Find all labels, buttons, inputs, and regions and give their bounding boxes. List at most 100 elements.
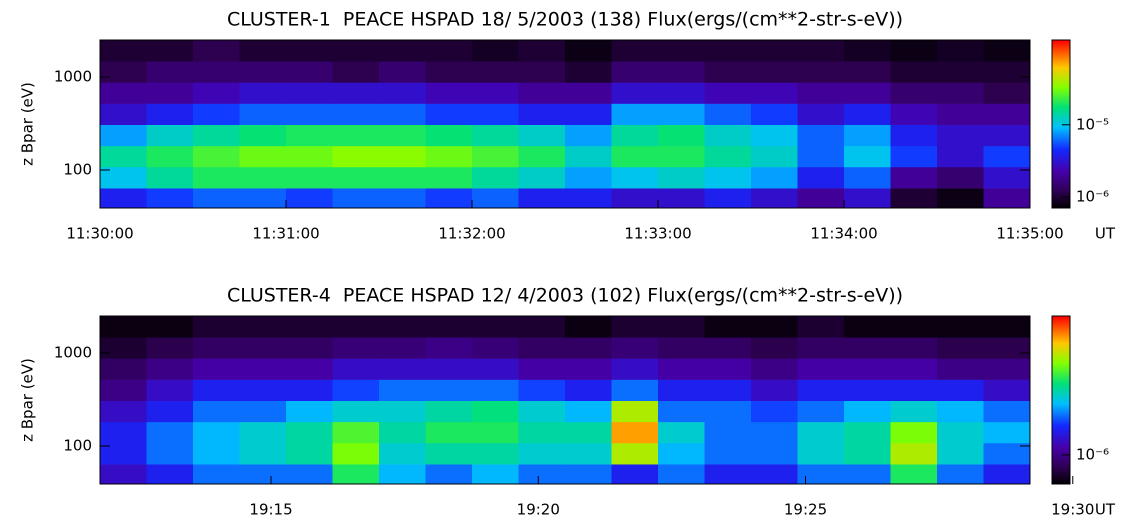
heatmap-cell (193, 421, 240, 444)
colorbar-step (1052, 316, 1070, 319)
colorbar-step (1052, 350, 1070, 353)
heatmap-cell (658, 464, 705, 485)
colorbar-step (1052, 188, 1070, 191)
heatmap-cell (751, 421, 798, 444)
colorbar-step (1052, 124, 1070, 127)
heatmap-cell (425, 124, 473, 147)
colorbar-step (1052, 50, 1070, 53)
heatmap-cell (239, 166, 287, 189)
x-tick-label: 11:35:00 (996, 225, 1063, 243)
heatmap-cells (100, 316, 1031, 485)
heatmap-cell (658, 145, 705, 168)
heatmap-cell (751, 337, 798, 359)
heatmap-cell (983, 145, 1031, 168)
heatmap-cell (890, 166, 938, 189)
colorbar-step (1052, 106, 1070, 109)
colorbar-step (1052, 168, 1070, 171)
colorbar-step (1052, 404, 1070, 407)
heatmap-cell (797, 400, 845, 423)
colorbar-step (1052, 180, 1070, 183)
colorbar-step (1052, 324, 1070, 327)
heatmap-cell (890, 82, 938, 104)
colorbar-step (1052, 196, 1070, 199)
heatmap-cell (937, 166, 984, 189)
x-tick-label: 19:15 (249, 501, 292, 519)
colorbar-step (1052, 452, 1070, 455)
heatmap-cell (751, 82, 798, 104)
heatmap-cell (751, 464, 798, 485)
heatmap-cell (937, 400, 984, 423)
heatmap-cell (565, 82, 612, 104)
heatmap-cell (611, 358, 659, 380)
heatmap-cell (239, 464, 287, 485)
heatmap-cell (937, 464, 984, 485)
heatmap-cell (146, 166, 194, 189)
heatmap-cell (890, 124, 938, 147)
heatmap-cell (146, 40, 194, 62)
heatmap-cell (239, 82, 287, 104)
heatmap-cell (751, 358, 798, 380)
colorbar-step (1052, 108, 1070, 111)
colorbar-step (1052, 334, 1070, 337)
heatmap-cell (844, 316, 891, 338)
colorbar-step (1052, 120, 1070, 123)
heatmap-cell (379, 421, 426, 444)
colorbar-step (1052, 72, 1070, 75)
heatmap-cell (472, 442, 519, 465)
heatmap-cell (565, 188, 612, 209)
heatmap-cell (472, 379, 519, 402)
colorbar-step (1052, 374, 1070, 377)
heatmap-cell (239, 124, 287, 147)
heatmap-cell (611, 421, 659, 444)
heatmap-cell (146, 188, 194, 209)
heatmap-cell (100, 337, 147, 359)
heatmap-cell (565, 400, 612, 423)
heatmap-cell (797, 337, 845, 359)
heatmap-cell (983, 103, 1031, 126)
heatmap-cell (518, 103, 566, 126)
heatmap-cell (611, 82, 659, 104)
heatmap-cell (100, 316, 147, 338)
colorbar-step (1052, 380, 1070, 383)
heatmap-cell (239, 316, 287, 338)
colorbar-step (1052, 384, 1070, 387)
heatmap-cell (239, 421, 287, 444)
heatmap-cell (751, 188, 798, 209)
heatmap-cell (704, 379, 752, 402)
colorbar-step (1052, 118, 1070, 121)
heatmap-cell (379, 103, 426, 126)
colorbar-step (1052, 368, 1070, 371)
colorbar-step (1052, 132, 1070, 135)
colorbar-step (1052, 332, 1070, 335)
heatmap-cell (379, 145, 426, 168)
heatmap-cell (797, 358, 845, 380)
heatmap-cell (518, 40, 566, 62)
colorbar-tick-label: 10⁻⁶ (1076, 187, 1109, 205)
heatmap-cell (379, 166, 426, 189)
heatmap-cell (286, 316, 333, 338)
heatmap-cell (704, 464, 752, 485)
colorbar-step (1052, 474, 1070, 477)
colorbar-step (1052, 396, 1070, 399)
x-tick-label: 11:31:00 (252, 225, 319, 243)
heatmap-cell (286, 124, 333, 147)
heatmap-cell (658, 421, 705, 444)
colorbar-step (1052, 138, 1070, 141)
heatmap-cell (751, 379, 798, 402)
plot-frame (99, 39, 1031, 209)
heatmap-cell (286, 166, 333, 189)
colorbar-step (1052, 102, 1070, 105)
heatmap-cell (937, 188, 984, 209)
heatmap-cell (239, 188, 287, 209)
heatmap-cell (844, 464, 891, 485)
heatmap-cell (193, 40, 240, 62)
x-tick-label: 11:34:00 (810, 225, 877, 243)
heatmap-cell (193, 166, 240, 189)
colorbar-step (1052, 320, 1070, 323)
colorbar-step (1052, 414, 1070, 417)
heatmap-cell (890, 379, 938, 402)
heatmap-cell (518, 358, 566, 380)
heatmap-cell (751, 40, 798, 62)
colorbar-step (1052, 154, 1070, 157)
